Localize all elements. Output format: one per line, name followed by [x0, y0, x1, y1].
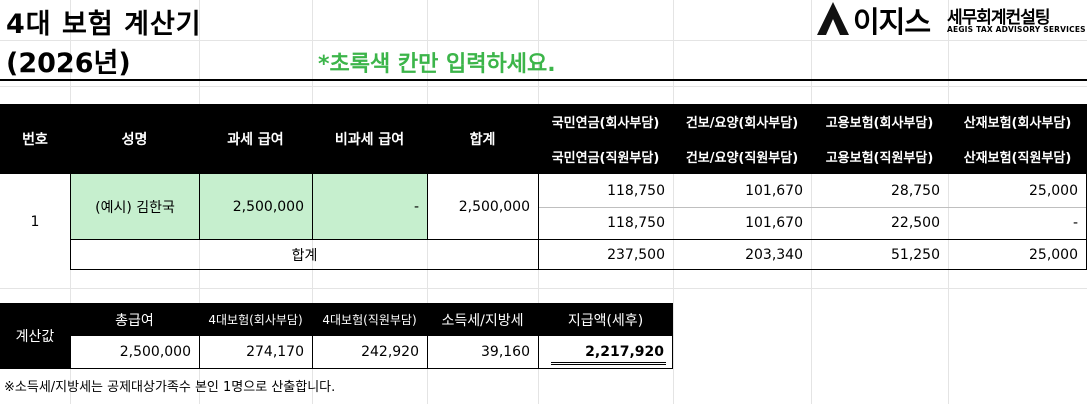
summary-company-insurance: 274,170	[199, 336, 312, 369]
summary-header-employee-insurance: 4대보험(직원부담)	[312, 303, 427, 336]
header-health-employee: 건보/요양(직원부담)	[673, 139, 811, 174]
gridline	[0, 86, 1087, 87]
pension-company-value: 118,750	[538, 174, 673, 207]
sum-row-label: 합계	[70, 240, 538, 270]
employment-employee-value: 22,500	[811, 207, 948, 240]
row-number: 1	[30, 214, 40, 230]
page-subtitle-year: (2026년)	[6, 48, 131, 79]
logo-brand-text: 이지스	[853, 5, 931, 39]
accident-company-value: 25,000	[948, 174, 1087, 207]
nontaxable-pay-input[interactable]: -	[312, 174, 427, 240]
header-employment-employee: 고용보험(직원부담)	[811, 139, 948, 174]
header-pension-company: 국민연금(회사부담)	[538, 104, 673, 139]
row-divider	[538, 207, 1087, 208]
aegis-logo-icon	[817, 2, 849, 35]
health-employee-value: 101,670	[673, 207, 811, 240]
summary-header-company-insurance: 4대보험(회사부담)	[199, 303, 312, 336]
logo-english-text: AEGIS TAX ADVISORY SERVICES	[947, 25, 1086, 34]
taxable-pay-input[interactable]: 2,500,000	[199, 174, 312, 240]
gridline	[948, 0, 949, 404]
company-logo: 이지스 세무회계컨설팅 AEGIS TAX ADVISORY SERVICES	[815, 2, 1086, 39]
title-divider	[0, 79, 1087, 81]
summary-header-total-pay: 총급여	[70, 303, 199, 336]
gridline	[0, 288, 1087, 289]
net-pay-double-underline	[551, 362, 666, 365]
summary-label: 계산값	[0, 303, 70, 369]
gridline	[811, 0, 812, 404]
page-title: 4대 보험 계산기	[6, 9, 202, 40]
input-instruction: *초록색 칸만 입력하세요.	[318, 52, 556, 77]
summary-income-tax: 39,160	[427, 336, 538, 369]
health-company-value: 101,670	[745, 182, 803, 199]
gridline	[0, 40, 1087, 41]
sum-pension: 237,500	[538, 240, 673, 270]
sum-employment: 51,250	[811, 240, 948, 270]
summary-net-pay: 2,217,920	[538, 336, 673, 369]
summary-header-income-tax: 소득세/지방세	[427, 303, 538, 336]
header-pension-employee: 국민연금(직원부담)	[538, 139, 673, 174]
summary-header-net-pay: 지급액(세후)	[538, 303, 673, 336]
header-accident-employee: 산재보험(직원부담)	[948, 139, 1087, 174]
header-accident-company: 산재보험(회사부담)	[948, 104, 1087, 139]
header-taxable-pay: 과세 급여	[199, 104, 312, 174]
sum-accident: 25,000	[948, 240, 1087, 270]
header-nontaxable-pay: 비과세 급여	[312, 104, 427, 174]
header-no: 번호	[0, 104, 70, 174]
header-name: 성명	[70, 104, 199, 174]
pension-employee-value: 118,750	[538, 207, 673, 240]
employee-name-input[interactable]: (예시) 김한국	[70, 174, 199, 240]
footnote: ※소득세/지방세는 공제대상가족수 본인 1명으로 산출합니다.	[4, 380, 336, 395]
row-total: 2,500,000	[427, 174, 538, 240]
employment-company-value: 28,750	[891, 182, 940, 199]
header-total: 합계	[427, 104, 538, 174]
summary-total-pay: 2,500,000	[70, 336, 199, 369]
sum-health: 203,340	[673, 240, 811, 270]
header-health-company: 건보/요양(회사부담)	[673, 104, 811, 139]
summary-employee-insurance: 242,920	[312, 336, 427, 369]
accident-employee-value: -	[948, 207, 1087, 240]
gridline	[673, 0, 674, 404]
header-employment-company: 고용보험(회사부담)	[811, 104, 948, 139]
logo-sub-text: 세무회계컨설팅	[947, 8, 1050, 28]
